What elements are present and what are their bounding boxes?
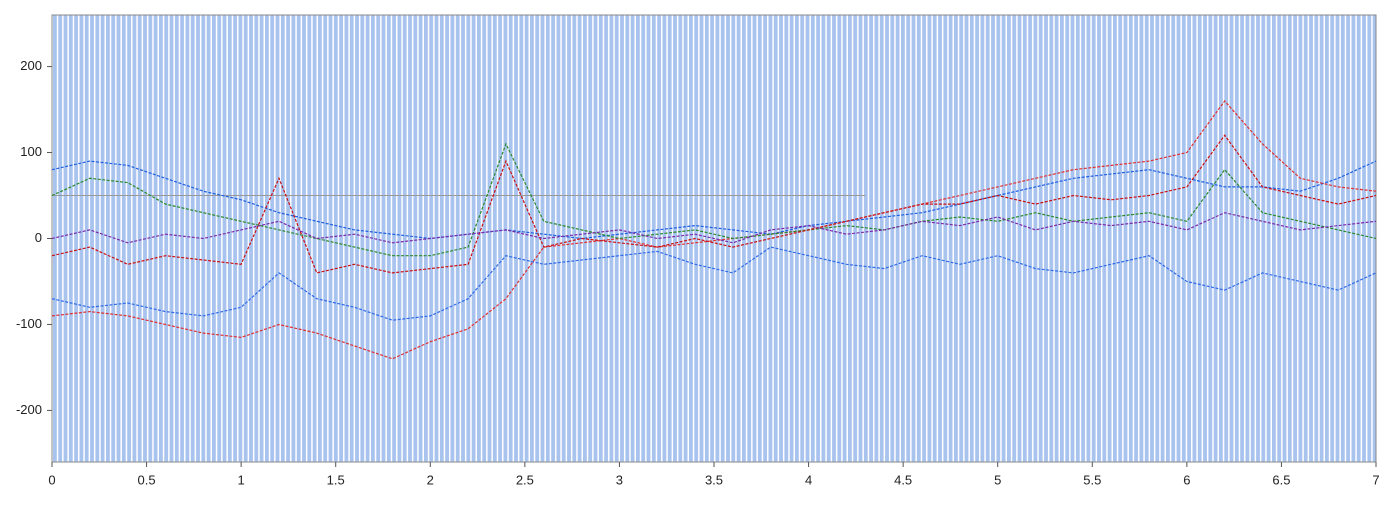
x-tick-label: 7	[1372, 472, 1379, 487]
series-line	[51, 100, 1377, 360]
y-tick-label: 0	[35, 230, 42, 245]
x-tick-label: 5	[994, 472, 1001, 487]
x-tick-label: 6.5	[1272, 472, 1290, 487]
y-tick-label: -200	[16, 402, 42, 417]
x-tick-label: 2.5	[516, 472, 534, 487]
x-tick-label: 4	[805, 472, 812, 487]
y-tick-label: -100	[16, 316, 42, 331]
x-tick-label: 1	[238, 472, 245, 487]
x-tick-label: 3	[616, 472, 623, 487]
x-tick-label: 3.5	[705, 472, 723, 487]
series-line	[51, 142, 1377, 257]
series-line	[51, 246, 1377, 321]
y-tick-label: 200	[20, 58, 42, 73]
x-tick-label: 0.5	[138, 472, 156, 487]
x-tick-label: 5.5	[1083, 472, 1101, 487]
x-tick-label: 4.5	[894, 472, 912, 487]
x-tick-label: 2	[427, 472, 434, 487]
x-tick-label: 6	[1183, 472, 1190, 487]
x-tick-label: 1.5	[327, 472, 345, 487]
series-line	[51, 160, 1377, 240]
x-tick-label: 0	[48, 472, 55, 487]
y-tick-label: 100	[20, 144, 42, 159]
series-line	[51, 212, 1377, 244]
